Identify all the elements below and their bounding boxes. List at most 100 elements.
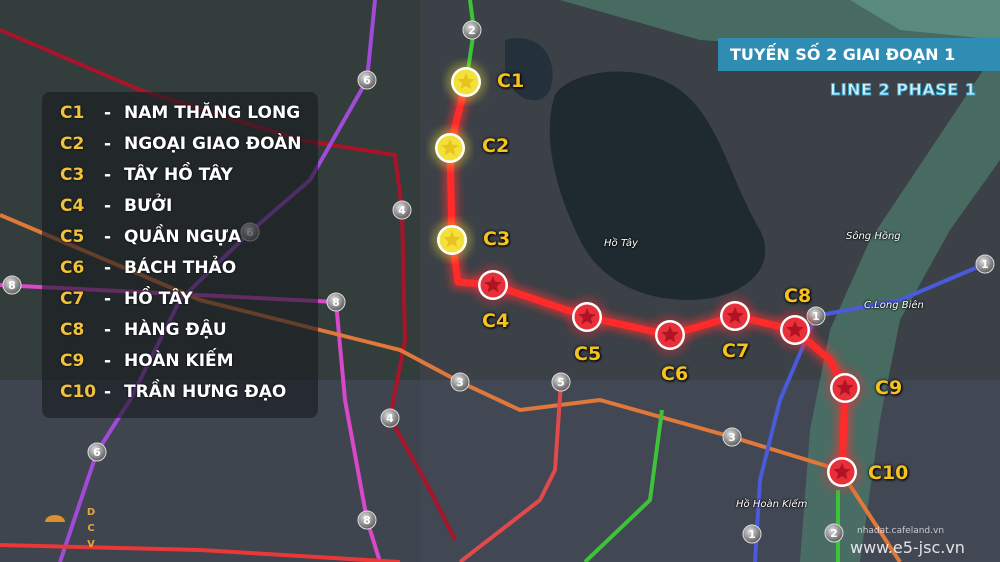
station-label: C3 [483, 228, 511, 250]
svg-text:1: 1 [981, 258, 989, 271]
star-icon [836, 379, 854, 396]
station-label: C8 [784, 285, 812, 307]
star-icon [578, 308, 596, 325]
legend-item: C7- HỒ TÂY [60, 284, 193, 314]
station-label: C10 [868, 462, 909, 484]
line-badge: 1 [975, 254, 995, 274]
station-marker-c6[interactable] [650, 315, 690, 355]
legend-name: BÁCH THẢO [124, 258, 237, 278]
line-badge: 2 [462, 20, 482, 40]
line-badge: 8 [326, 292, 346, 312]
line2-ext-west-route [583, 409, 664, 562]
star-icon [457, 73, 475, 90]
compass-letter: D [86, 507, 96, 518]
svg-text:1: 1 [748, 528, 756, 541]
station-legend: C1- NAM THĂNG LONG C2- NGOẠI GIAO ĐOÀN C3- TÂ… [42, 92, 318, 418]
star-icon [484, 276, 502, 293]
line1-route [753, 262, 986, 562]
legend-code: C3 [60, 165, 85, 185]
legend-code: C6 [60, 258, 85, 278]
station-label: C6 [661, 363, 689, 385]
legend-item: C1- NAM THĂNG LONG [60, 98, 300, 128]
station-label: C1 [497, 70, 525, 92]
legend-code: C10 [60, 382, 97, 402]
legend-code: C4 [60, 196, 85, 216]
line-badge: 3 [722, 427, 742, 447]
legend-item: C8- HÀNG ĐẬU [60, 315, 227, 345]
legend-dash: - [104, 165, 112, 185]
line-badge: 5 [551, 372, 571, 392]
station-label: C5 [574, 343, 602, 365]
legend-code: C2 [60, 134, 85, 154]
legend-code: C9 [60, 351, 85, 371]
station-marker-c10[interactable] [822, 452, 862, 492]
legend-item: C5- QUẦN NGỰA [60, 222, 241, 252]
legend-name: HOÀN KIẾM [124, 351, 234, 371]
station-label: C7 [722, 340, 750, 362]
legend-item: C10- TRẦN HƯNG ĐẠO [60, 377, 286, 407]
svg-text:4: 4 [386, 412, 394, 425]
legend-dash: - [104, 134, 112, 154]
legend-dash: - [104, 320, 112, 340]
line-red-south-route [0, 543, 401, 562]
legend-dash: - [104, 289, 112, 309]
station-marker-c4[interactable] [473, 265, 513, 305]
star-icon [443, 231, 461, 248]
legend-name: QUẦN NGỰA [124, 227, 242, 247]
hoan-kiem-label: Hồ Hoàn Kiếm [736, 499, 808, 510]
station-marker-c7[interactable] [715, 296, 755, 336]
legend-item: C4- BƯỞI [60, 191, 172, 221]
star-icon [726, 307, 744, 324]
line-badge: 1 [742, 524, 762, 544]
svg-text:5: 5 [557, 376, 565, 389]
legend-code: C7 [60, 289, 85, 309]
compass-icon [45, 515, 65, 522]
legend-name: NAM THĂNG LONG [124, 103, 301, 123]
station-marker-c8[interactable] [775, 310, 815, 350]
line-badge: 8 [2, 275, 22, 295]
station-marker-c1[interactable] [446, 62, 486, 102]
legend-dash: - [104, 196, 112, 216]
west-lake [549, 71, 766, 300]
bridge-label: C.Long Biên [864, 300, 924, 311]
svg-text:2: 2 [830, 527, 838, 540]
legend-code: C5 [60, 227, 85, 247]
line-badge: 3 [450, 372, 470, 392]
star-icon [833, 463, 851, 480]
star-icon [786, 321, 804, 338]
station-marker-c9[interactable] [825, 368, 865, 408]
legend-dash: - [104, 227, 112, 247]
legend-item: C2- NGOẠI GIAO ĐOÀN [60, 129, 301, 159]
station-marker-c5[interactable] [567, 297, 607, 337]
legend-name: NGOẠI GIAO ĐOÀN [124, 134, 302, 154]
star-icon [441, 139, 459, 156]
svg-text:3: 3 [728, 431, 736, 444]
svg-text:1: 1 [812, 310, 820, 323]
svg-text:6: 6 [93, 446, 101, 459]
watermark: www.e5-jsc.vn [850, 538, 965, 557]
legend-name: HỒ TÂY [124, 289, 193, 309]
legend-dash: - [104, 103, 112, 123]
svg-text:8: 8 [8, 279, 16, 292]
compass-letters: D C V [86, 505, 96, 553]
map-title: TUYẾN SỐ 2 GIAI ĐOẠN 1 [718, 38, 1000, 71]
legend-dash: - [104, 258, 112, 278]
legend-code: C8 [60, 320, 85, 340]
legend-name: TRẦN HƯNG ĐẠO [124, 382, 287, 402]
legend-item: C3- TÂY HỒ TÂY [60, 160, 233, 190]
line-badge: 4 [380, 408, 400, 428]
station-marker-c2[interactable] [430, 128, 470, 168]
svg-text:4: 4 [398, 204, 406, 217]
star-icon [661, 326, 679, 343]
legend-name: BƯỞI [124, 196, 173, 216]
lake-label: Hồ Tây [604, 238, 638, 249]
svg-text:8: 8 [332, 296, 340, 309]
legend-item: C9- HOÀN KIẾM [60, 346, 234, 376]
station-label: C2 [482, 135, 510, 157]
svg-text:2: 2 [468, 24, 476, 37]
legend-dash: - [104, 351, 112, 371]
compass-letter: V [87, 539, 95, 550]
line5-route [458, 381, 563, 562]
line-badge: 2 [824, 523, 844, 543]
station-marker-c3[interactable] [432, 220, 472, 260]
